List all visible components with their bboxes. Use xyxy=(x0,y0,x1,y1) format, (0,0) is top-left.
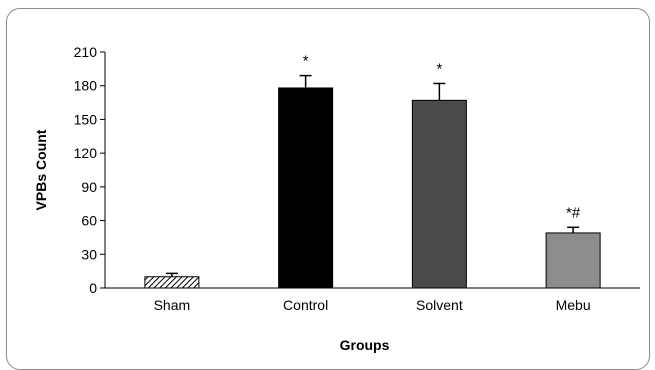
y-tick-label: 180 xyxy=(74,78,98,94)
x-tick-label-sham: Sham xyxy=(154,297,191,313)
x-tick-label-mebu: Mebu xyxy=(556,297,591,313)
bar-mebu xyxy=(545,232,601,289)
bar-solvent xyxy=(411,99,467,289)
x-tick-label-solvent: Solvent xyxy=(416,297,463,313)
bar-chart: 0 30 60 90 120 150 180 210 * * *# Sham Control Solv… xyxy=(33,44,640,353)
y-tick-label: 210 xyxy=(74,44,98,60)
bar-control xyxy=(278,87,334,289)
significance-label-solvent: * xyxy=(436,60,442,77)
y-tick-label: 120 xyxy=(74,145,98,161)
y-axis-title: VPBs Count xyxy=(33,129,49,210)
bars: * * *# xyxy=(144,53,601,289)
bar-sham xyxy=(144,276,200,289)
y-tick-label: 30 xyxy=(81,246,97,262)
y-tick-label: 0 xyxy=(89,280,97,296)
y-tick-label: 90 xyxy=(81,179,97,195)
x-axis-title: Groups xyxy=(340,337,390,353)
significance-label-control: * xyxy=(303,53,309,70)
x-axis-ticks: Sham Control Solvent Mebu xyxy=(154,297,591,313)
y-axis-ticks: 0 30 60 90 120 150 180 210 xyxy=(74,44,105,296)
y-tick-label: 60 xyxy=(81,213,97,229)
y-tick-label: 150 xyxy=(74,111,98,127)
x-tick-label-control: Control xyxy=(283,297,328,313)
significance-label-mebu: *# xyxy=(566,204,581,221)
